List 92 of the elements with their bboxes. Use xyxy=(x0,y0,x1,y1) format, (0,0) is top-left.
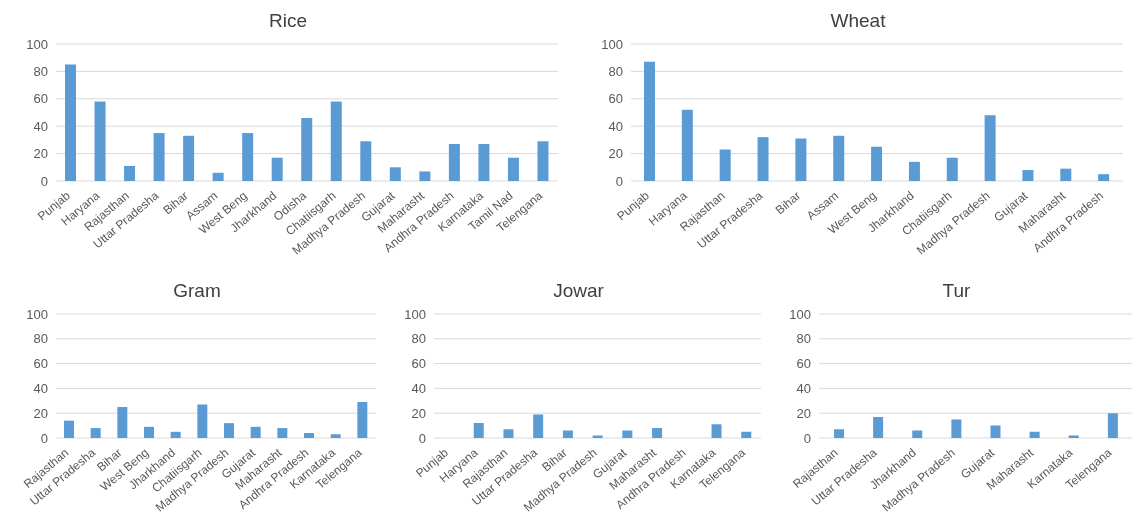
y-tick-label: 80 xyxy=(33,64,48,80)
bar xyxy=(644,61,655,181)
y-tick-label: 100 xyxy=(26,306,48,322)
bar xyxy=(301,117,313,181)
bar xyxy=(65,64,76,181)
y-tick-label: 20 xyxy=(33,405,48,421)
y-tick-label: 60 xyxy=(796,356,811,372)
bar xyxy=(537,141,549,181)
bar xyxy=(1029,431,1040,438)
bar xyxy=(871,146,883,181)
y-tick-label: 20 xyxy=(411,405,426,421)
y-tick-label: 60 xyxy=(33,91,48,107)
bar xyxy=(622,430,633,438)
y-tick-label: 20 xyxy=(796,405,811,421)
bar xyxy=(448,144,460,181)
bar xyxy=(153,133,165,181)
bar xyxy=(795,138,807,181)
bar xyxy=(951,419,962,438)
bar xyxy=(330,101,342,181)
bar xyxy=(478,144,490,181)
y-tick-label: 20 xyxy=(608,146,623,162)
bar xyxy=(170,431,181,438)
chart-title: Jowar xyxy=(552,279,605,303)
bar xyxy=(271,157,283,181)
bar xyxy=(1107,413,1118,438)
y-tick-label: 100 xyxy=(404,306,426,322)
y-tick-label: 60 xyxy=(411,356,426,372)
y-tick-label: 40 xyxy=(33,381,48,397)
bar xyxy=(197,404,208,438)
bar xyxy=(984,115,996,181)
bar xyxy=(357,402,368,438)
bar xyxy=(90,428,101,438)
y-tick-label: 0 xyxy=(40,173,48,189)
y-tick-label: 0 xyxy=(40,430,48,446)
bar xyxy=(94,101,106,181)
bar xyxy=(419,171,431,181)
y-tick-label: 0 xyxy=(418,430,426,446)
bar xyxy=(277,428,288,438)
y-tick-label: 100 xyxy=(601,36,623,52)
bar xyxy=(507,157,519,181)
bar xyxy=(183,135,195,181)
y-tick-label: 80 xyxy=(411,331,426,347)
bar xyxy=(503,429,514,438)
bar xyxy=(908,161,920,181)
bar xyxy=(144,426,154,438)
bar xyxy=(389,167,401,181)
y-tick-label: 40 xyxy=(796,381,811,397)
bar xyxy=(681,109,693,181)
y-tick-label: 100 xyxy=(26,36,48,52)
y-tick-label: 80 xyxy=(796,331,811,347)
bar xyxy=(946,157,958,181)
y-tick-label: 20 xyxy=(33,146,48,162)
y-tick-label: 40 xyxy=(411,381,426,397)
y-tick-label: 60 xyxy=(608,91,623,107)
chart-title: Tur xyxy=(941,279,972,303)
y-tick-label: 0 xyxy=(615,173,623,189)
bar xyxy=(873,416,884,438)
bar xyxy=(652,428,663,438)
bar xyxy=(912,430,923,438)
bar xyxy=(360,141,372,181)
bar xyxy=(990,425,1001,438)
bar xyxy=(719,149,731,181)
bar xyxy=(1060,168,1072,181)
bar xyxy=(562,430,573,438)
bar xyxy=(330,434,341,438)
bar xyxy=(304,433,314,438)
y-tick-label: 60 xyxy=(33,356,48,372)
chart-title: Gram xyxy=(172,279,222,303)
y-tick-label: 80 xyxy=(608,64,623,80)
bar xyxy=(242,133,254,181)
bar xyxy=(741,431,752,438)
y-tick-label: 100 xyxy=(789,306,811,322)
bar xyxy=(473,423,484,438)
chart-title: Rice xyxy=(268,9,308,33)
y-tick-label: 40 xyxy=(33,118,48,134)
bar xyxy=(1022,170,1034,181)
bar xyxy=(250,426,261,438)
bar xyxy=(834,429,844,438)
bar xyxy=(757,137,769,181)
y-tick-label: 0 xyxy=(803,430,811,446)
bar xyxy=(1098,174,1110,181)
bar xyxy=(533,414,544,438)
bar xyxy=(117,407,128,438)
bar xyxy=(124,165,136,181)
bar xyxy=(833,135,845,181)
bar xyxy=(711,424,722,438)
chart-title: Wheat xyxy=(829,9,887,33)
y-tick-label: 40 xyxy=(608,118,623,134)
bar xyxy=(224,423,234,438)
y-tick-label: 80 xyxy=(33,331,48,347)
bar xyxy=(64,420,74,438)
bar xyxy=(212,172,224,181)
